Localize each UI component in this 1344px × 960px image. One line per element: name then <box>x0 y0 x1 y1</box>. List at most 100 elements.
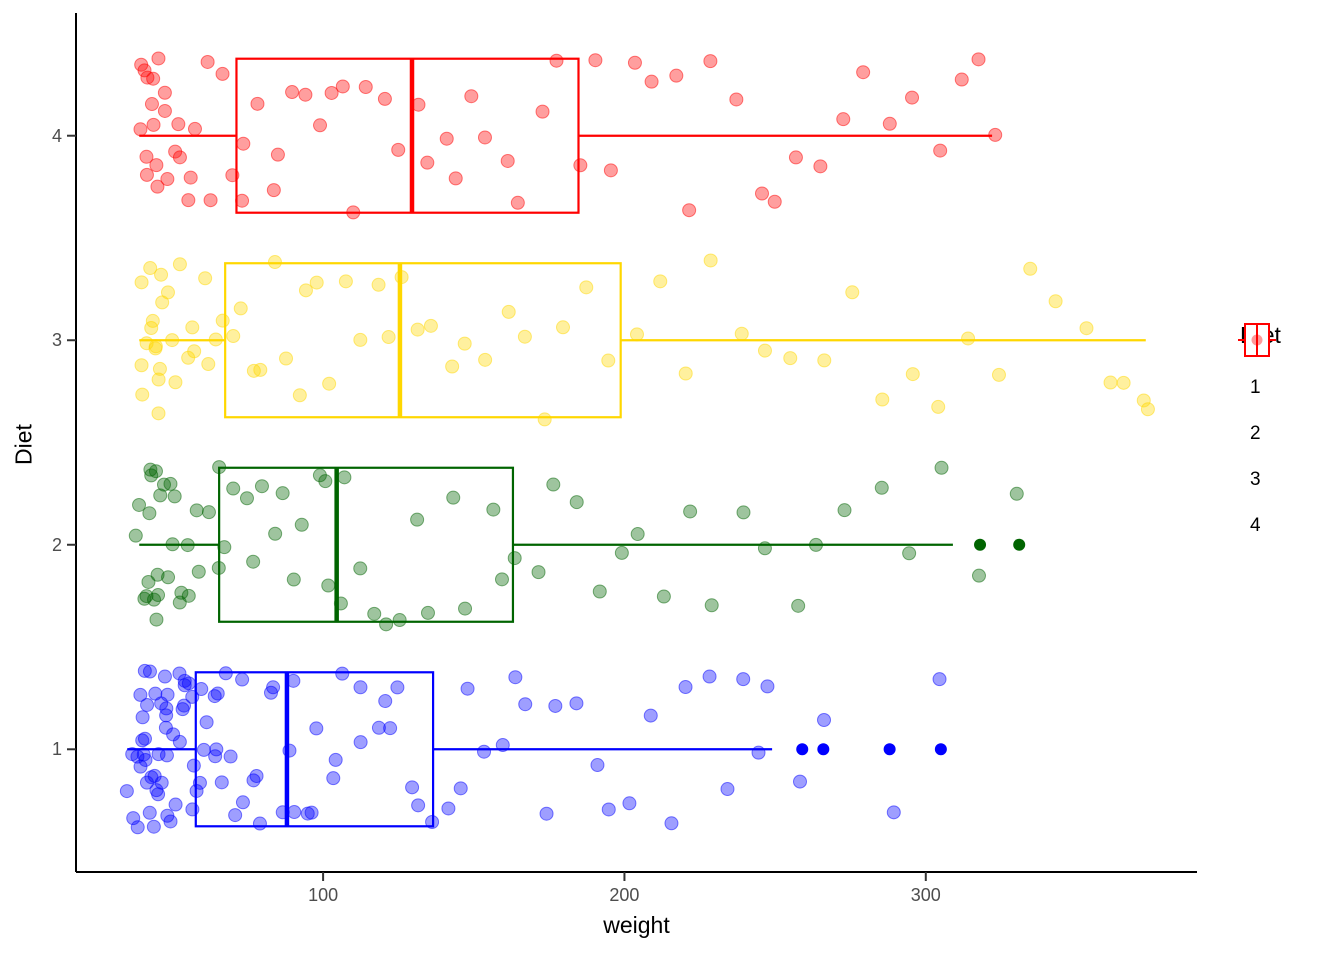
jitter-point-diet-2 <box>149 612 164 627</box>
jitter-point-diet-3 <box>168 375 183 390</box>
jitter-point-diet-4 <box>788 150 803 165</box>
jitter-point-diet-1 <box>326 771 341 786</box>
legend-label: 4 <box>1250 515 1261 536</box>
jitter-point-diet-1 <box>249 769 264 784</box>
y-tick-label: 4 <box>51 125 62 146</box>
jitter-point-diet-3 <box>154 267 169 282</box>
jitter-point-diet-4 <box>215 66 230 81</box>
jitter-point-diet-4 <box>627 55 642 70</box>
jitter-point-diet-4 <box>157 85 172 100</box>
jitter-point-diet-1 <box>177 698 192 713</box>
jitter-point-diet-4 <box>391 142 406 157</box>
jitter-point-diet-1 <box>287 805 302 820</box>
jitter-point-diet-2 <box>150 567 165 582</box>
jitter-point-diet-3 <box>905 367 920 382</box>
jitter-point-diet-2 <box>704 598 719 613</box>
jitter-point-diet-3 <box>1103 375 1118 390</box>
jitter-point-diet-2 <box>128 528 143 543</box>
jitter-point-diet-3 <box>371 277 386 292</box>
jitter-point-diet-2 <box>321 578 336 593</box>
jitter-point-diet-1 <box>189 783 204 798</box>
jitter-point-diet-2 <box>614 545 629 560</box>
jitter-point-diet-4 <box>813 159 828 174</box>
jitter-point-diet-4 <box>137 63 152 78</box>
jitter-point-diet-3 <box>653 274 668 289</box>
jitter-point-diet-1 <box>163 814 178 829</box>
jitter-point-diet-3 <box>322 376 337 391</box>
jitter-point-diet-3 <box>208 332 223 347</box>
jitter-point-diet-2 <box>201 505 216 520</box>
jitter-point-diet-1 <box>146 819 161 834</box>
jitter-point-diet-1 <box>932 672 947 687</box>
jitter-point-diet-2 <box>147 592 162 607</box>
jitter-point-diet-4 <box>236 136 251 151</box>
jitter-point-diet-1 <box>160 687 175 702</box>
jitter-point-diet-4 <box>346 205 361 220</box>
jitter-point-diet-4 <box>448 171 463 186</box>
jitter-point-diet-2 <box>318 474 333 489</box>
jitter-point-diet-1 <box>569 696 584 711</box>
jitter-point-diet-3 <box>267 255 282 270</box>
jitter-point-diet-3 <box>201 357 216 372</box>
legend-key-boxplot-glyph <box>1238 323 1276 357</box>
jitter-point-diet-3 <box>394 270 409 285</box>
y-tick-label: 2 <box>51 534 62 555</box>
jitter-point-diet-1 <box>508 670 523 685</box>
jitter-point-diet-1 <box>886 805 901 820</box>
jitter-point-diet-2 <box>531 565 546 580</box>
jitter-point-diet-1 <box>678 680 693 695</box>
jitter-point-diet-3 <box>1023 261 1038 276</box>
box-diet-2 <box>218 466 515 623</box>
jitter-point-diet-1 <box>601 802 616 817</box>
jitter-point-diet-2 <box>569 495 584 510</box>
box-diet-1 <box>194 671 435 828</box>
jitter-point-diet-4 <box>187 121 202 136</box>
jitter-point-diet-4 <box>150 179 165 194</box>
jitter-point-diet-2 <box>180 538 195 553</box>
jitter-point-diet-2 <box>486 502 501 517</box>
jitter-point-diet-3 <box>1048 294 1063 309</box>
jitter-point-diet-1 <box>286 673 301 688</box>
jitter-point-diet-1 <box>196 742 211 757</box>
jitter-point-diet-1 <box>138 752 153 767</box>
jitter-point-diet-2 <box>683 504 698 519</box>
legend-entries: 1 2 3 4 <box>1238 323 1338 549</box>
box-diet-3 <box>224 262 622 419</box>
jitter-point-diet-2 <box>420 605 435 620</box>
jitter-point-diet-2 <box>902 546 917 561</box>
jitter-point-diet-1 <box>266 680 281 695</box>
jitter-point-diet-1 <box>405 780 420 795</box>
jitter-point-diet-1 <box>218 666 233 681</box>
y-axis-title: Diet <box>10 424 37 465</box>
jitter-point-diet-2 <box>294 517 309 532</box>
jitter-point-diet-4 <box>933 143 948 158</box>
jitter-point-diet-1 <box>817 712 832 727</box>
jitter-point-diet-4 <box>988 127 1003 142</box>
jitter-point-diet-1 <box>760 679 775 694</box>
box-diet-4 <box>235 57 580 214</box>
jitter-point-diet-3 <box>1079 321 1094 336</box>
jitter-point-diet-4 <box>225 168 240 183</box>
jitter-point-diet-4 <box>313 118 328 133</box>
jitter-point-diet-1 <box>720 782 735 797</box>
jitter-point-diet-3 <box>757 343 772 358</box>
jitter-point-diet-1 <box>353 680 368 695</box>
jitter-point-diet-1 <box>539 806 554 821</box>
jitter-point-diet-2 <box>379 617 394 632</box>
outlier-point-diet-2 <box>974 538 987 551</box>
jitter-point-diet-4 <box>464 89 479 104</box>
jitter-point-diet-4 <box>146 71 161 86</box>
jitter-point-diet-3 <box>501 304 516 319</box>
jitter-point-diet-4 <box>729 92 744 107</box>
jitter-point-diet-1 <box>425 814 440 829</box>
jitter-point-diet-4 <box>157 103 172 118</box>
jitter-point-diet-4 <box>171 117 186 132</box>
jitter-point-diet-3 <box>139 336 154 351</box>
jitter-point-diet-3 <box>151 406 166 421</box>
jitter-point-diet-2 <box>630 527 645 542</box>
jitter-point-diet-2 <box>246 554 261 569</box>
jitter-point-diet-4 <box>172 150 187 165</box>
jitter-point-diet-1 <box>185 689 200 704</box>
jitter-point-diet-4 <box>146 117 161 132</box>
